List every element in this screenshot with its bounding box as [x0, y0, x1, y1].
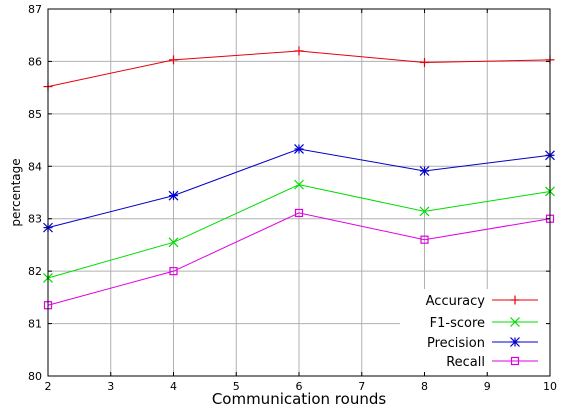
legend-label-recall: Recall: [446, 355, 485, 370]
data-point-accuracy: [294, 46, 304, 56]
legend: Accuracy F1-score Precision Recall: [400, 289, 546, 372]
legend-label-accuracy: Accuracy: [426, 294, 486, 309]
data-point-precision: [419, 166, 430, 176]
series-lines: [43, 46, 555, 310]
x-tick-label: 2: [45, 380, 52, 393]
data-point-f1-score: [168, 237, 179, 248]
x-tick-label: 3: [107, 380, 114, 393]
y-tick-label: 83: [28, 213, 42, 226]
x-tick-label: 4: [170, 380, 177, 393]
y-axis-label: percentage: [9, 158, 23, 226]
legend-label-f1-score: F1-score: [430, 316, 485, 331]
data-point-recall: [294, 208, 304, 218]
x-axis-ticks: 2 3 4 5 6 7 8 9 10: [45, 9, 557, 393]
legend-marker-f1-score: [510, 317, 520, 327]
y-tick-label: 80: [28, 370, 42, 383]
legend-marker-accuracy: [510, 295, 520, 305]
legend-label-precision: Precision: [427, 336, 485, 351]
y-tick-label: 81: [28, 318, 42, 331]
y-tick-label: 87: [28, 3, 42, 16]
series-line-recall: [47, 212, 551, 306]
y-tick-label: 82: [28, 265, 42, 278]
data-point-precision: [168, 190, 179, 201]
legend-background: [400, 289, 546, 372]
y-tick-label: 84: [28, 160, 42, 173]
y-tick-label: 86: [28, 55, 42, 68]
x-tick-label: 9: [484, 380, 491, 393]
legend-marker-precision: [510, 337, 520, 347]
data-point-recall: [420, 235, 429, 244]
x-tick-label: 7: [358, 380, 365, 393]
data-point-precision: [294, 144, 304, 154]
x-tick-label: 10: [543, 380, 557, 393]
data-point-f1-score: [419, 206, 430, 217]
legend-marker-recall: [510, 356, 520, 366]
x-tick-label: 6: [296, 380, 303, 393]
y-tick-label: 85: [28, 108, 42, 121]
data-point-f1-score: [294, 179, 304, 190]
data-point-accuracy: [169, 55, 178, 65]
x-axis-label: Communication rounds: [212, 390, 387, 408]
data-point-recall: [169, 267, 178, 276]
y-axis-ticks: 80 81 82 83 84 85 86 87: [28, 3, 550, 383]
x-tick-label: 8: [421, 380, 428, 393]
x-tick-label: 5: [233, 380, 240, 393]
data-point-accuracy: [420, 57, 429, 67]
